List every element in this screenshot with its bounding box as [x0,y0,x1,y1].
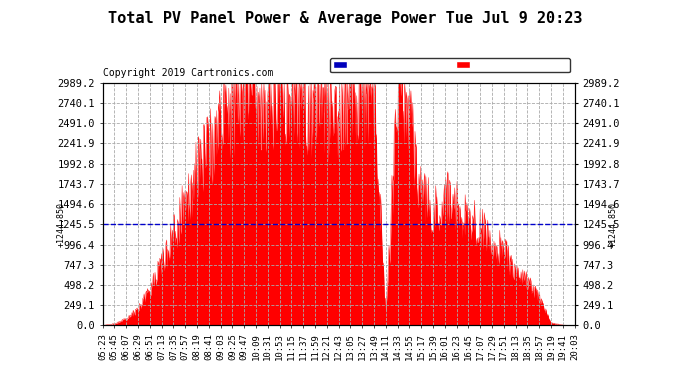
Legend: Average (DC Watts), PV Panels (DC Watts): Average (DC Watts), PV Panels (DC Watts) [331,58,570,72]
Text: Total PV Panel Power & Average Power Tue Jul 9 20:23: Total PV Panel Power & Average Power Tue… [108,11,582,26]
Text: +1244.850: +1244.850 [609,202,618,247]
Text: Copyright 2019 Cartronics.com: Copyright 2019 Cartronics.com [103,68,273,78]
Text: +1244.850: +1244.850 [57,202,66,247]
